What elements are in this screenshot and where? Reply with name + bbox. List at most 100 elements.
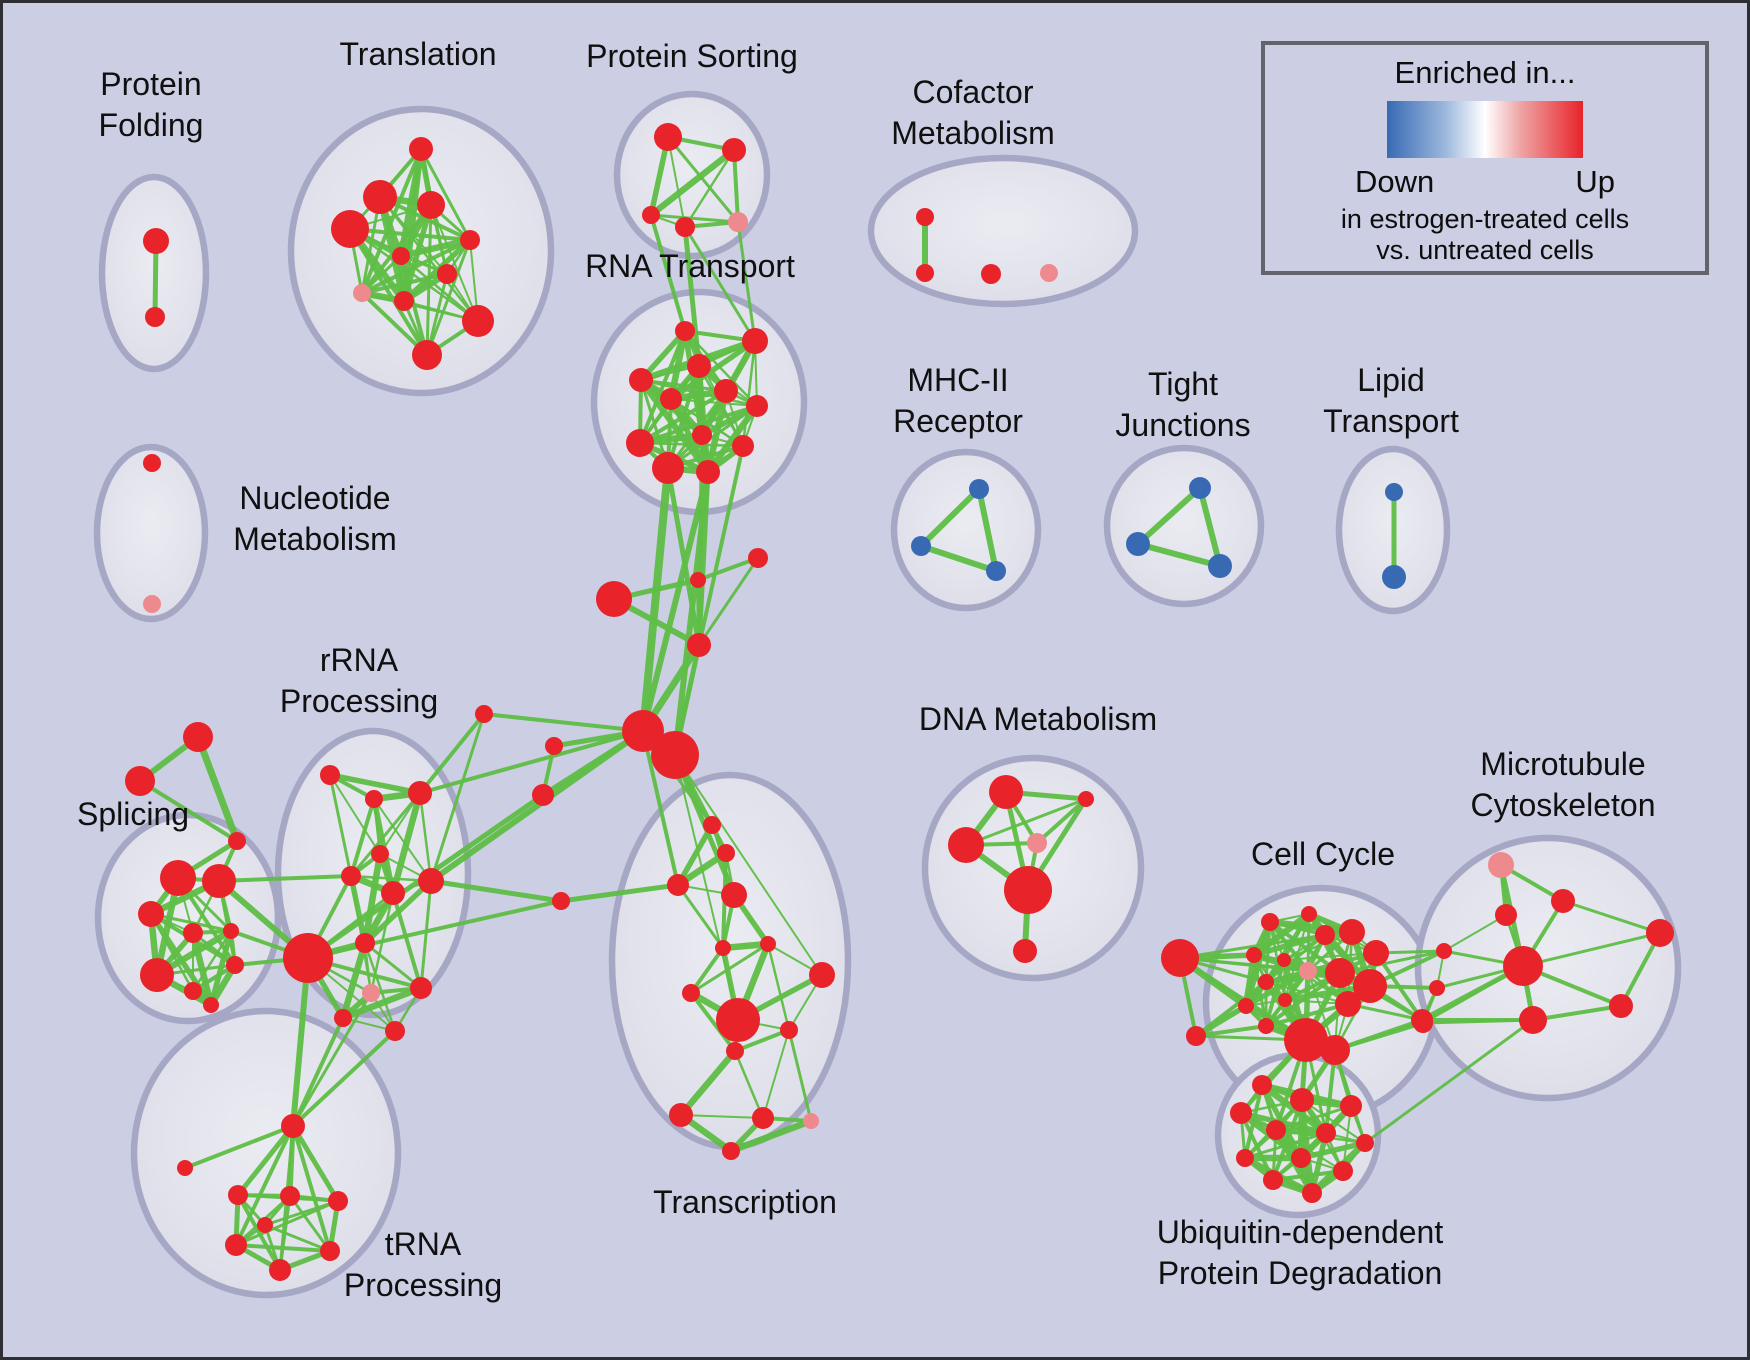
network-node[interactable] [363, 180, 397, 214]
network-node[interactable] [1078, 791, 1094, 807]
network-node[interactable] [1315, 925, 1335, 945]
network-node[interactable] [183, 923, 203, 943]
network-node[interactable] [732, 435, 754, 457]
network-node[interactable] [1126, 532, 1150, 556]
network-node[interactable] [760, 936, 776, 952]
network-node[interactable] [283, 933, 333, 983]
network-node[interactable] [410, 977, 432, 999]
network-node[interactable] [353, 284, 371, 302]
network-node[interactable] [460, 230, 480, 250]
network-node[interactable] [1027, 833, 1047, 853]
network-node[interactable] [1356, 1134, 1374, 1152]
network-node[interactable] [1503, 946, 1543, 986]
network-node[interactable] [916, 208, 934, 226]
network-node[interactable] [1436, 943, 1452, 959]
network-node[interactable] [660, 388, 682, 410]
network-node[interactable] [1488, 852, 1514, 878]
network-node[interactable] [809, 962, 835, 988]
network-node[interactable] [228, 832, 246, 850]
network-node[interactable] [462, 305, 494, 337]
network-node[interactable] [716, 998, 760, 1042]
network-node[interactable] [1258, 1018, 1274, 1034]
network-node[interactable] [140, 958, 174, 992]
network-node[interactable] [596, 581, 632, 617]
network-node[interactable] [728, 212, 748, 232]
network-node[interactable] [692, 425, 712, 445]
network-node[interactable] [1236, 1149, 1254, 1167]
network-node[interactable] [125, 766, 155, 796]
network-node[interactable] [225, 1234, 247, 1256]
network-node[interactable] [626, 429, 654, 457]
network-node[interactable] [722, 138, 746, 162]
network-node[interactable] [202, 864, 236, 898]
network-node[interactable] [1382, 565, 1406, 589]
network-node[interactable] [143, 228, 169, 254]
network-node[interactable] [408, 781, 432, 805]
network-node[interactable] [1278, 993, 1292, 1007]
network-node[interactable] [334, 1009, 352, 1027]
network-node[interactable] [1189, 477, 1211, 499]
network-node[interactable] [320, 765, 340, 785]
network-node[interactable] [1230, 1102, 1252, 1124]
network-node[interactable] [437, 264, 457, 284]
network-node[interactable] [1551, 889, 1575, 913]
network-node[interactable] [475, 705, 493, 723]
network-node[interactable] [1495, 904, 1517, 926]
network-node[interactable] [722, 1142, 740, 1160]
network-node[interactable] [696, 460, 720, 484]
network-node[interactable] [145, 307, 165, 327]
network-node[interactable] [184, 982, 202, 1000]
network-node[interactable] [532, 784, 554, 806]
network-node[interactable] [986, 561, 1006, 581]
network-node[interactable] [1519, 1006, 1547, 1034]
network-node[interactable] [1252, 1075, 1272, 1095]
network-node[interactable] [412, 340, 442, 370]
network-node[interactable] [687, 354, 711, 378]
network-node[interactable] [1186, 1026, 1206, 1046]
network-node[interactable] [687, 633, 711, 657]
network-node[interactable] [365, 790, 383, 808]
network-node[interactable] [1277, 953, 1291, 967]
network-node[interactable] [226, 956, 244, 974]
network-node[interactable] [545, 737, 563, 755]
network-node[interactable] [1363, 940, 1389, 966]
network-node[interactable] [803, 1113, 819, 1129]
network-node[interactable] [392, 247, 410, 265]
network-node[interactable] [1004, 866, 1052, 914]
network-node[interactable] [143, 454, 161, 472]
network-node[interactable] [552, 892, 570, 910]
network-node[interactable] [417, 191, 445, 219]
network-node[interactable] [1290, 1088, 1314, 1112]
network-node[interactable] [1261, 913, 1279, 931]
network-node[interactable] [1040, 264, 1058, 282]
network-node[interactable] [1335, 991, 1361, 1017]
network-node[interactable] [280, 1186, 300, 1206]
network-node[interactable] [715, 940, 731, 956]
network-node[interactable] [341, 866, 361, 886]
network-node[interactable] [1291, 1148, 1311, 1168]
network-node[interactable] [1284, 1018, 1328, 1062]
network-node[interactable] [1340, 1095, 1362, 1117]
network-node[interactable] [1353, 969, 1387, 1003]
network-node[interactable] [969, 479, 989, 499]
network-node[interactable] [371, 845, 389, 863]
network-node[interactable] [746, 395, 768, 417]
network-node[interactable] [629, 368, 653, 392]
network-node[interactable] [916, 264, 934, 282]
network-node[interactable] [989, 775, 1023, 809]
network-node[interactable] [703, 816, 721, 834]
network-node[interactable] [690, 572, 706, 588]
network-node[interactable] [1013, 939, 1037, 963]
network-node[interactable] [654, 123, 682, 151]
network-node[interactable] [328, 1191, 348, 1211]
network-node[interactable] [1320, 1035, 1350, 1065]
network-node[interactable] [1301, 906, 1317, 922]
network-node[interactable] [1266, 1120, 1286, 1140]
network-node[interactable] [1299, 962, 1317, 980]
network-node[interactable] [1413, 1013, 1433, 1033]
network-node[interactable] [143, 595, 161, 613]
network-node[interactable] [752, 1107, 774, 1129]
network-node[interactable] [409, 137, 433, 161]
network-node[interactable] [362, 984, 380, 1002]
network-node[interactable] [780, 1021, 798, 1039]
